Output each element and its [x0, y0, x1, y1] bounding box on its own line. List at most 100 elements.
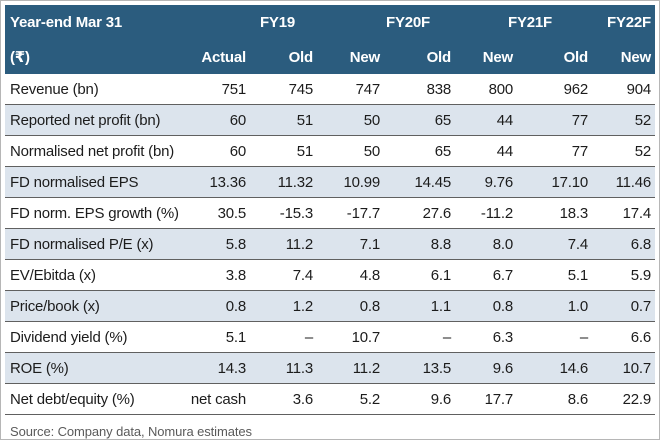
cell-value: 9.6: [492, 359, 513, 377]
table-row: FD normalised P/E (x) 5.8 11.2 7.1 8.8 8…: [5, 229, 655, 260]
cell-value: 5.8: [225, 235, 246, 253]
cell-value: 745: [288, 80, 314, 98]
column-header-old: Old: [288, 48, 314, 66]
cell-value: 5.2: [359, 390, 380, 408]
cell-value: 10.7: [351, 328, 381, 346]
cell-value: 11.2: [285, 235, 313, 253]
cell-value: 60: [229, 111, 246, 129]
column-header-new: New: [482, 48, 513, 66]
cell-value: -11.2: [480, 204, 513, 222]
cell-value: –: [442, 328, 451, 346]
cell-value: 7.4: [567, 235, 588, 253]
table-row: FD normalised EPS 13.36 11.32 10.99 14.4…: [5, 167, 655, 198]
row-label: ROE (%): [10, 359, 69, 377]
cell-value: -17.7: [346, 204, 380, 222]
year-header-fy20f: FY20F: [385, 14, 430, 31]
row-label: FD normalised P/E (x): [10, 235, 154, 253]
cell-value: 52: [634, 111, 651, 129]
table-row: Dividend yield (%) 5.1 – 10.7 – 6.3 – 6.…: [5, 322, 655, 353]
cell-value: 5.9: [630, 266, 651, 284]
table-row: EV/Ebitda (x) 3.8 7.4 4.8 6.1 6.7 5.1 5.…: [5, 260, 655, 291]
cell-value: 17.7: [484, 390, 514, 408]
cell-value: 6.1: [430, 266, 451, 284]
cell-value: 0.8: [225, 297, 246, 315]
cell-value: –: [579, 328, 588, 346]
cell-value: 11.2: [352, 359, 380, 377]
cell-value: 8.0: [492, 235, 513, 253]
cell-value: 838: [426, 80, 452, 98]
table-row: ROE (%) 14.3 11.3 11.2 13.5 9.6 14.6 10.…: [5, 353, 655, 384]
cell-value: 77: [571, 142, 588, 160]
row-label: Price/book (x): [10, 297, 100, 315]
cell-value: 17.10: [551, 173, 588, 191]
cell-value: 747: [355, 80, 381, 98]
column-header-row: (₹) Actual Old New Old New Old New: [5, 40, 655, 74]
cell-value: 27.6: [422, 204, 452, 222]
cell-value: 4.8: [359, 266, 380, 284]
cell-value: 0.8: [359, 297, 380, 315]
year-header-fy21f: FY21F: [507, 14, 552, 31]
cell-value: 52: [634, 142, 651, 160]
cell-value: 11.46: [615, 173, 652, 191]
cell-value: 50: [363, 111, 380, 129]
year-header-fy19: FY19: [259, 14, 295, 31]
cell-value: 10.7: [622, 359, 652, 377]
column-header-old: Old: [426, 48, 452, 66]
row-label: Normalised net profit (bn): [10, 142, 175, 160]
cell-value: 7.1: [359, 235, 380, 253]
row-label: Net debt/equity (%): [10, 390, 135, 408]
cell-value: 9.76: [484, 173, 514, 191]
cell-value: 51: [296, 142, 313, 160]
cell-value: 6.7: [492, 266, 513, 284]
cell-value: –: [304, 328, 313, 346]
cell-value: 0.8: [492, 297, 513, 315]
cell-value: 8.8: [430, 235, 451, 253]
row-label: Revenue (bn): [10, 80, 99, 98]
cell-value: net cash: [190, 390, 246, 408]
cell-value: 8.6: [567, 390, 588, 408]
row-label: FD norm. EPS growth (%): [10, 204, 179, 222]
row-label: Reported net profit (bn): [10, 111, 161, 129]
row-label: EV/Ebitda (x): [10, 266, 96, 284]
cell-value: 5.1: [567, 266, 588, 284]
cell-value: 65: [434, 142, 451, 160]
cell-value: 1.2: [292, 297, 313, 315]
row-label: Dividend yield (%): [10, 328, 128, 346]
cell-value: -15.3: [279, 204, 313, 222]
column-header-actual: Actual: [201, 48, 246, 66]
cell-value: 44: [496, 142, 513, 160]
cell-value: 1.1: [430, 297, 451, 315]
cell-value: 6.3: [492, 328, 513, 346]
table-row: FD norm. EPS growth (%) 30.5 -15.3 -17.7…: [5, 198, 655, 229]
cell-value: 5.1: [225, 328, 246, 346]
cell-value: 51: [296, 111, 313, 129]
cell-value: 11.3: [285, 359, 313, 377]
cell-value: 9.6: [430, 390, 451, 408]
cell-value: 800: [488, 80, 514, 98]
table-title: Year-end Mar 31: [10, 14, 123, 31]
cell-value: 10.99: [343, 173, 380, 191]
table-row: Price/book (x) 0.8 1.2 0.8 1.1 0.8 1.0 0…: [5, 291, 655, 322]
cell-value: 14.6: [559, 359, 589, 377]
cell-value: 30.5: [217, 204, 247, 222]
table-header: Year-end Mar 31 FY19 FY20F FY21F FY22F (…: [5, 5, 655, 74]
cell-value: 3.6: [292, 390, 313, 408]
table-row: Reported net profit (bn) 60 51 50 65 44 …: [5, 105, 655, 136]
column-header-new: New: [620, 48, 651, 66]
table-row: Revenue (bn) 751 745 747 838 800 962 904: [5, 74, 655, 105]
cell-value: 18.3: [559, 204, 589, 222]
cell-value: 3.8: [225, 266, 246, 284]
table-body: Revenue (bn) 751 745 747 838 800 962 904…: [5, 74, 655, 415]
cell-value: 13.36: [209, 173, 246, 191]
cell-value: 14.3: [217, 359, 247, 377]
year-header-row: Year-end Mar 31 FY19 FY20F FY21F FY22F: [5, 5, 655, 40]
cell-value: 962: [563, 80, 589, 98]
column-header-old: Old: [563, 48, 589, 66]
column-header-new: New: [349, 48, 380, 66]
cell-value: 0.7: [630, 297, 651, 315]
cell-value: 904: [626, 80, 652, 98]
table-row: Normalised net profit (bn) 60 51 50 65 4…: [5, 136, 655, 167]
cell-value: 50: [363, 142, 380, 160]
cell-value: 60: [229, 142, 246, 160]
